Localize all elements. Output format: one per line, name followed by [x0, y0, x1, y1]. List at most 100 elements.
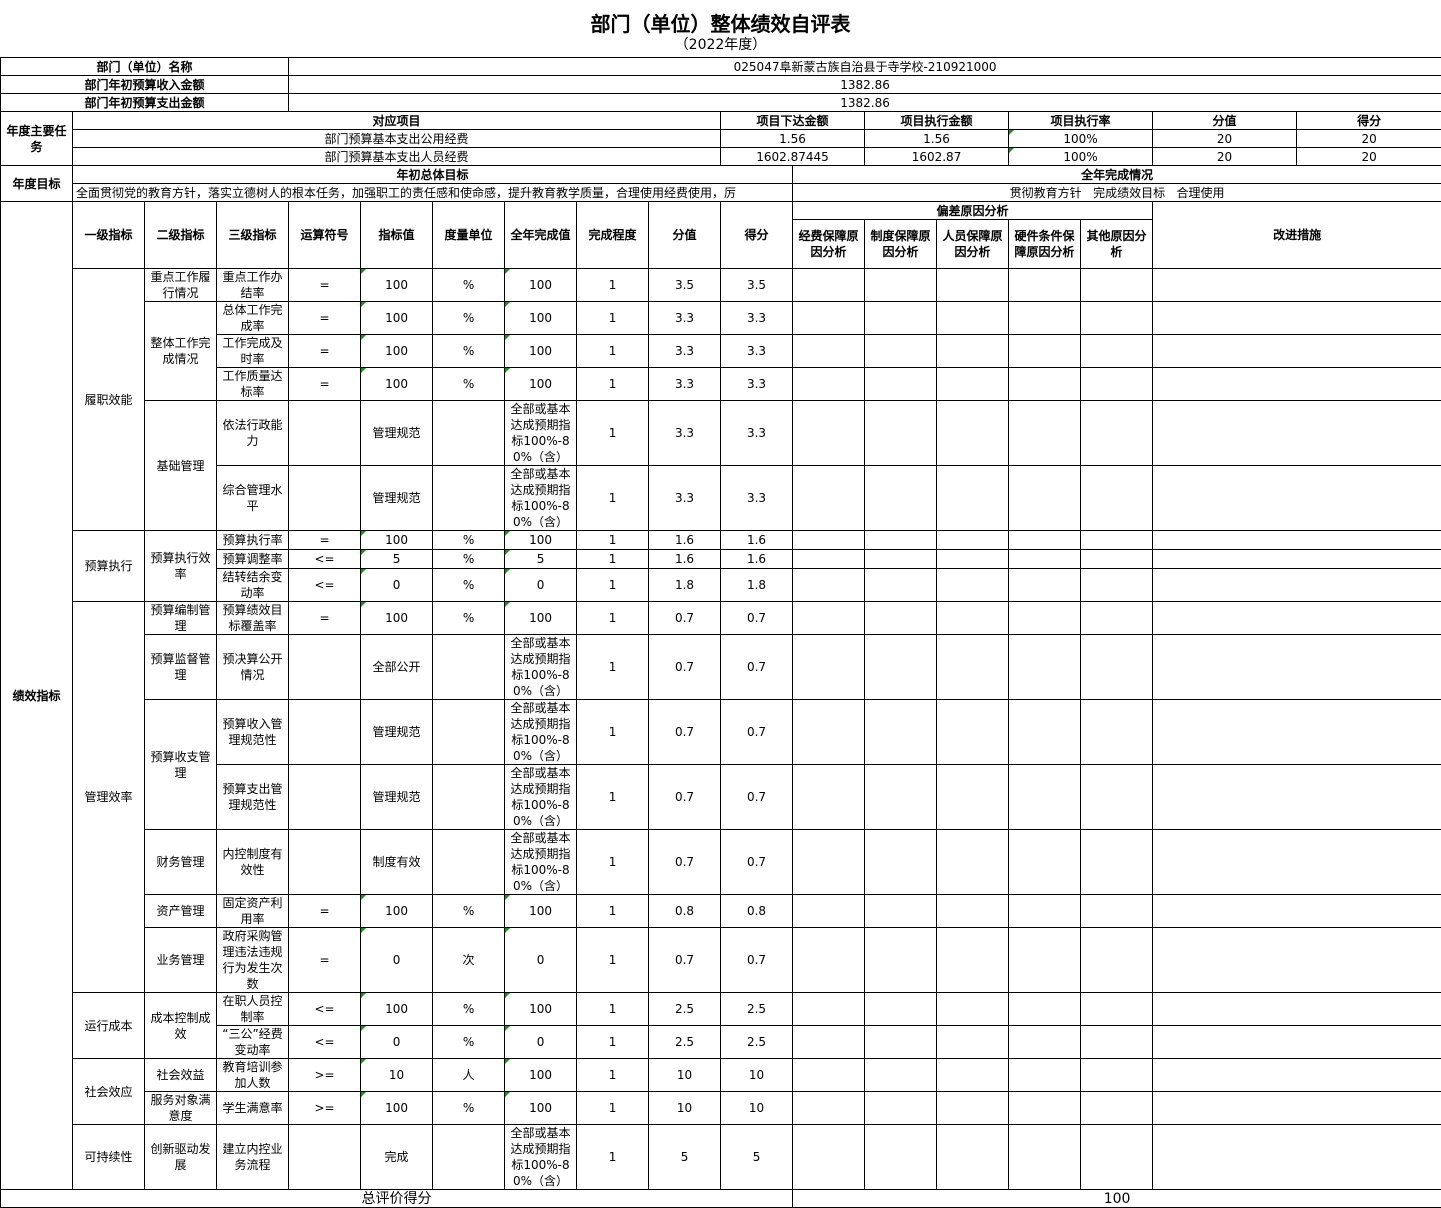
- unit-cell: %: [433, 269, 505, 302]
- funding-reason-cell: [793, 602, 865, 635]
- dept-name-row: 部门（单位）名称 025047阜新蒙古族自治县于寺学校-210921000: [1, 58, 1441, 76]
- score-cell: 0.7: [721, 635, 793, 700]
- target-cell: 0: [361, 569, 433, 602]
- system-reason-cell: [865, 700, 937, 765]
- col-other-reason: 其他原因分析: [1081, 220, 1153, 269]
- improve-cell: [1153, 466, 1441, 531]
- hardware-reason-cell: [1009, 569, 1081, 602]
- level3-cell: 总体工作完成率: [217, 302, 289, 335]
- level3-cell: 预算支出管理规范性: [217, 765, 289, 830]
- income-row: 部门年初预算收入金额 1382.86: [1, 76, 1441, 94]
- income-label: 部门年初预算收入金额: [1, 76, 289, 94]
- degree-cell: 1: [577, 569, 649, 602]
- funding-reason-cell: [793, 928, 865, 993]
- col-system-reason: 制度保障原因分析: [865, 220, 937, 269]
- unit-cell: [433, 635, 505, 700]
- staff-reason-cell: [937, 569, 1009, 602]
- unit-cell: %: [433, 569, 505, 602]
- tasks-header-row: 年度主要任务 对应项目 项目下达金额 项目执行金额 项目执行率 分值 得分: [1, 112, 1441, 130]
- degree-cell: 1: [577, 635, 649, 700]
- hardware-reason-cell: [1009, 830, 1081, 895]
- other-reason-cell: [1081, 302, 1153, 335]
- score-cell: 1.8: [721, 569, 793, 602]
- operator-cell: =: [289, 895, 361, 928]
- hardware-reason-cell: [1009, 368, 1081, 401]
- col-hardware-reason: 硬件条件保障原因分析: [1009, 220, 1081, 269]
- level3-cell: 结转结余变动率: [217, 569, 289, 602]
- weight-cell: 0.8: [649, 895, 721, 928]
- score-cell: 3.3: [721, 302, 793, 335]
- improve-cell: [1153, 895, 1441, 928]
- improve-label: 改进措施: [1153, 202, 1441, 269]
- staff-reason-cell: [937, 335, 1009, 368]
- page-title: 部门（单位）整体绩效自评表: [0, 8, 1441, 37]
- improve-cell: [1153, 302, 1441, 335]
- operator-cell: <=: [289, 550, 361, 569]
- unit-cell: %: [433, 993, 505, 1026]
- improve-cell: [1153, 1059, 1441, 1092]
- target-cell: 100: [361, 602, 433, 635]
- target-cell: 100: [361, 269, 433, 302]
- level2-cell: 财务管理: [145, 830, 217, 895]
- level3-cell: 建立内控业务流程: [217, 1125, 289, 1190]
- unit-cell: 人: [433, 1059, 505, 1092]
- degree-cell: 1: [577, 830, 649, 895]
- actual-cell: 0: [505, 928, 577, 993]
- task-rate: 100%: [1009, 130, 1153, 148]
- col-level2: 二级指标: [145, 202, 217, 269]
- score-cell: 2.5: [721, 993, 793, 1026]
- level1-cell: 履职效能: [73, 269, 145, 531]
- improve-cell: [1153, 765, 1441, 830]
- degree-cell: 1: [577, 602, 649, 635]
- indicator-header-row: 绩效指标 一级指标 二级指标 三级指标 运算符号 指标值 度量单位 全年完成值 …: [1, 202, 1441, 220]
- weight-cell: 10: [649, 1059, 721, 1092]
- operator-cell: <=: [289, 993, 361, 1026]
- funding-reason-cell: [793, 1125, 865, 1190]
- target-cell: 全部公开: [361, 635, 433, 700]
- degree-cell: 1: [577, 1125, 649, 1190]
- score-cell: 3.3: [721, 335, 793, 368]
- other-reason-cell: [1081, 335, 1153, 368]
- score-cell: 0.7: [721, 830, 793, 895]
- degree-cell: 1: [577, 368, 649, 401]
- funding-reason-cell: [793, 368, 865, 401]
- total-value: 100: [793, 1190, 1441, 1208]
- funding-reason-cell: [793, 335, 865, 368]
- system-reason-cell: [865, 602, 937, 635]
- weight-cell: 3.3: [649, 302, 721, 335]
- task-item: 部门预算基本支出公用经费: [73, 130, 721, 148]
- weight-cell: 2.5: [649, 993, 721, 1026]
- improve-cell: [1153, 700, 1441, 765]
- level2-cell: 社会效益: [145, 1059, 217, 1092]
- funding-reason-cell: [793, 401, 865, 466]
- task-score: 20: [1297, 148, 1441, 166]
- degree-cell: 1: [577, 550, 649, 569]
- system-reason-cell: [865, 269, 937, 302]
- hardware-reason-cell: [1009, 269, 1081, 302]
- improve-cell: [1153, 993, 1441, 1026]
- level3-cell: 预算绩效目标覆盖率: [217, 602, 289, 635]
- degree-cell: 1: [577, 335, 649, 368]
- operator-cell: [289, 830, 361, 895]
- score-cell: 0.7: [721, 928, 793, 993]
- unit-cell: 次: [433, 928, 505, 993]
- improve-cell: [1153, 1026, 1441, 1059]
- improve-cell: [1153, 368, 1441, 401]
- improve-cell: [1153, 550, 1441, 569]
- col-unit: 度量单位: [433, 202, 505, 269]
- expense-value: 1382.86: [289, 94, 1441, 112]
- operator-cell: =: [289, 928, 361, 993]
- degree-cell: 1: [577, 401, 649, 466]
- task-executed: 1.56: [865, 130, 1009, 148]
- actual-cell: 0: [505, 1026, 577, 1059]
- level3-cell: “三公”经费变动率: [217, 1026, 289, 1059]
- degree-cell: 1: [577, 1026, 649, 1059]
- target-cell: 100: [361, 895, 433, 928]
- system-reason-cell: [865, 928, 937, 993]
- weight-cell: 0.7: [649, 765, 721, 830]
- degree-cell: 1: [577, 895, 649, 928]
